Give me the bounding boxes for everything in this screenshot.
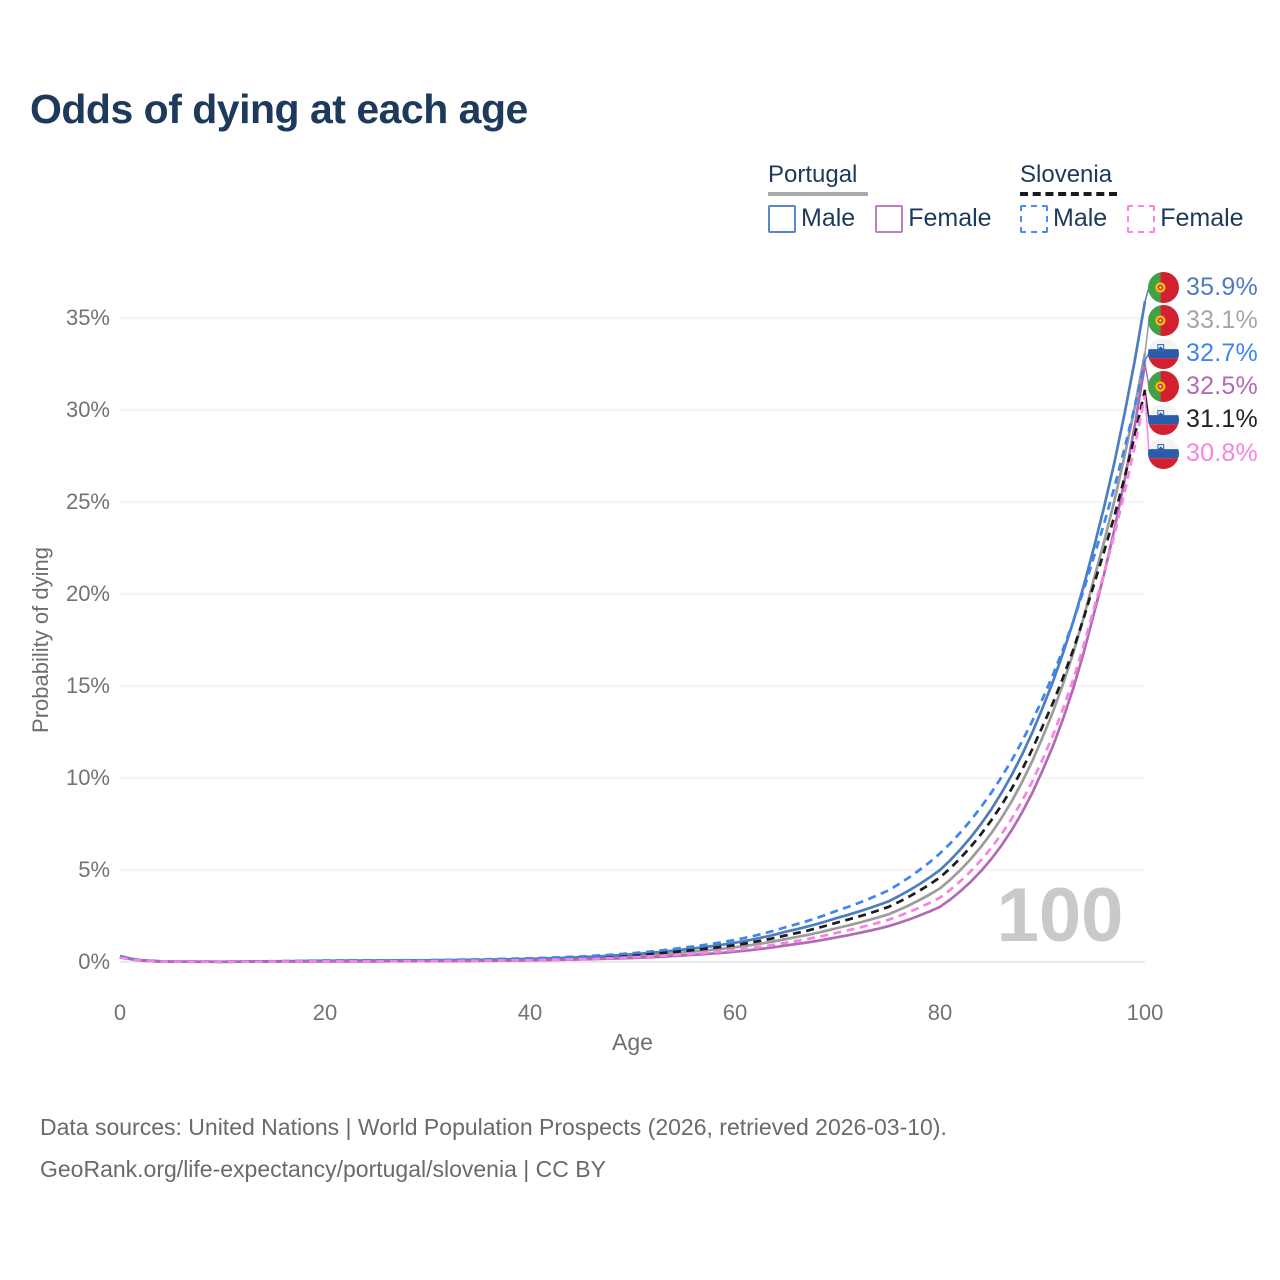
y-tick-label: 15% bbox=[66, 673, 110, 698]
portugal-female-swatch bbox=[875, 204, 904, 233]
legend-group-portugal: Portugal Male Female bbox=[768, 161, 1012, 233]
series-lines bbox=[119, 301, 1147, 964]
y-tick-label: 35% bbox=[66, 305, 110, 330]
portugal-male-swatch bbox=[768, 204, 796, 233]
series-line-slovenia-female bbox=[119, 395, 1147, 964]
age-watermark: 100 bbox=[997, 873, 1124, 958]
end-value: 33.1% bbox=[1186, 305, 1258, 334]
slovenia-line-sample bbox=[1020, 192, 1117, 196]
y-tick-label: 30% bbox=[66, 397, 110, 422]
y-tick-label: 20% bbox=[66, 581, 110, 606]
y-axis-title: Probability of dying bbox=[28, 547, 53, 733]
axis-tick-labels: 0% 5% 10% 15% 20% 25% 30% 35% 0 20 40 60 80 100 bbox=[66, 305, 1163, 1025]
x-tick-label: 20 bbox=[313, 1000, 337, 1025]
series-line-portugal-female bbox=[119, 363, 1147, 964]
slovenia-female-swatch bbox=[1127, 204, 1156, 233]
x-tick-label: 60 bbox=[723, 1000, 747, 1025]
portugal-flag-icon bbox=[1148, 271, 1179, 303]
slovenia-female-label: Female bbox=[1160, 204, 1244, 232]
end-value: 31.1% bbox=[1186, 405, 1258, 434]
footer: Data sources: United Nations | World Pop… bbox=[40, 1106, 947, 1190]
portugal-female-label: Female bbox=[908, 204, 992, 232]
slovenia-male-swatch bbox=[1020, 204, 1048, 233]
portugal-line-sample bbox=[768, 192, 868, 196]
page-title: Odds of dying at each age bbox=[30, 86, 528, 132]
end-label-portugal-female: 32.5% bbox=[1148, 371, 1258, 403]
end-value: 30.8% bbox=[1186, 438, 1258, 467]
legend-slovenia-title: Slovenia bbox=[1020, 161, 1113, 188]
legend-portugal-title: Portugal bbox=[768, 161, 858, 188]
end-label-slovenia-both-sexes: 31.1% bbox=[1148, 404, 1258, 436]
legend-group-slovenia: Slovenia Male Female bbox=[1020, 161, 1264, 233]
slovenia-male-label: Male bbox=[1053, 204, 1108, 232]
gridlines bbox=[120, 317, 1145, 963]
y-tick-label: 25% bbox=[66, 489, 110, 514]
series-line-slovenia-male bbox=[119, 360, 1147, 964]
end-label-portugal-male: 35.9% bbox=[1148, 271, 1258, 303]
portugal-male-label: Male bbox=[801, 204, 856, 232]
end-value: 32.7% bbox=[1186, 338, 1258, 367]
x-axis-title: Age bbox=[612, 1029, 653, 1055]
x-tick-label: 100 bbox=[1127, 1000, 1164, 1025]
slovenia-flag-icon bbox=[1148, 404, 1179, 436]
data-sources-line: Data sources: United Nations | World Pop… bbox=[40, 1114, 947, 1140]
x-tick-label: 0 bbox=[114, 1000, 126, 1025]
attribution-line: GeoRank.org/life-expectancy/portugal/slo… bbox=[40, 1156, 606, 1182]
end-value: 32.5% bbox=[1186, 372, 1258, 401]
y-tick-label: 10% bbox=[66, 765, 110, 790]
end-value: 35.9% bbox=[1186, 272, 1258, 301]
portugal-flag-icon bbox=[1148, 304, 1179, 336]
y-tick-label: 5% bbox=[78, 857, 110, 882]
slovenia-flag-icon bbox=[1148, 437, 1179, 469]
end-label-slovenia-female: 30.8% bbox=[1148, 437, 1258, 469]
end-label-portugal-both-sexes: 33.1% bbox=[1148, 304, 1258, 336]
portugal-flag-icon bbox=[1148, 371, 1179, 403]
end-label-slovenia-male: 32.7% bbox=[1148, 337, 1258, 369]
x-tick-label: 80 bbox=[928, 1000, 952, 1025]
series-line-portugal-male bbox=[119, 301, 1147, 964]
series-line-slovenia-both-sexes bbox=[119, 389, 1147, 964]
y-tick-label: 0% bbox=[78, 949, 110, 974]
x-tick-label: 40 bbox=[518, 1000, 542, 1025]
slovenia-flag-icon bbox=[1148, 337, 1179, 369]
